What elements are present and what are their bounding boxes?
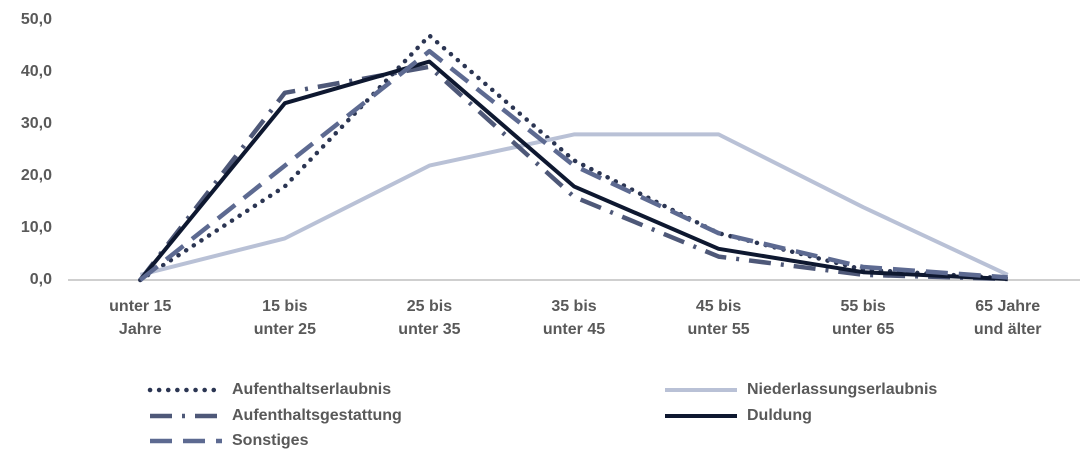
x-tick-label: 15 bis unter 25	[254, 298, 316, 338]
legend-label: Niederlassungserlaubnis	[747, 381, 937, 398]
y-tick-label: 30,0	[21, 115, 52, 132]
series-line	[138, 64, 1008, 282]
series-line	[138, 59, 1008, 282]
legend-label: Aufenthaltserlaubnis	[232, 381, 391, 398]
x-tick-label-line: unter 55	[687, 321, 749, 338]
x-tick-label-line: 25 bis	[407, 298, 452, 315]
x-tick-label-line: 35 bis	[551, 298, 596, 315]
x-tick-label-line: 45 bis	[696, 298, 741, 315]
x-tick-label-line: 15 bis	[262, 298, 307, 315]
x-tick-label: 55 bis unter 65	[832, 298, 894, 338]
x-tick-label-line: unter 25	[254, 321, 316, 338]
x-tick-label-line: 65 Jahre	[975, 298, 1040, 315]
x-tick-label-line: Jahre	[119, 321, 162, 338]
x-tick-label: unter 15 Jahre	[109, 298, 171, 338]
series-line	[139, 132, 1009, 277]
x-tick-label: 25 bis unter 35	[398, 298, 460, 338]
legend-label: Sonstiges	[232, 432, 309, 449]
series-line	[138, 48, 1008, 282]
y-tick-label: 50,0	[21, 11, 52, 28]
x-tick-label-line: unter 65	[832, 321, 894, 338]
x-tick-label: 45 bis unter 55	[687, 298, 749, 338]
x-tick-label-line: 55 bis	[840, 298, 885, 315]
legend-label: Aufenthaltsgestattung	[232, 407, 402, 424]
legend-label: Duldung	[747, 407, 812, 424]
x-tick-label-line: unter 35	[398, 321, 460, 338]
x-tick-label-line: und älter	[974, 321, 1042, 338]
y-tick-label: 40,0	[21, 63, 52, 80]
x-tick-label-line: unter 15	[109, 298, 171, 315]
y-tick-label: 20,0	[21, 167, 52, 184]
y-tick-label: 0,0	[30, 271, 52, 288]
x-tick-label: 35 bis unter 45	[543, 298, 605, 338]
x-tick-label: 65 Jahre und älter	[974, 298, 1042, 338]
y-tick-label: 10,0	[21, 219, 52, 236]
series-line	[138, 33, 1010, 283]
x-tick-label-line: unter 45	[543, 321, 605, 338]
